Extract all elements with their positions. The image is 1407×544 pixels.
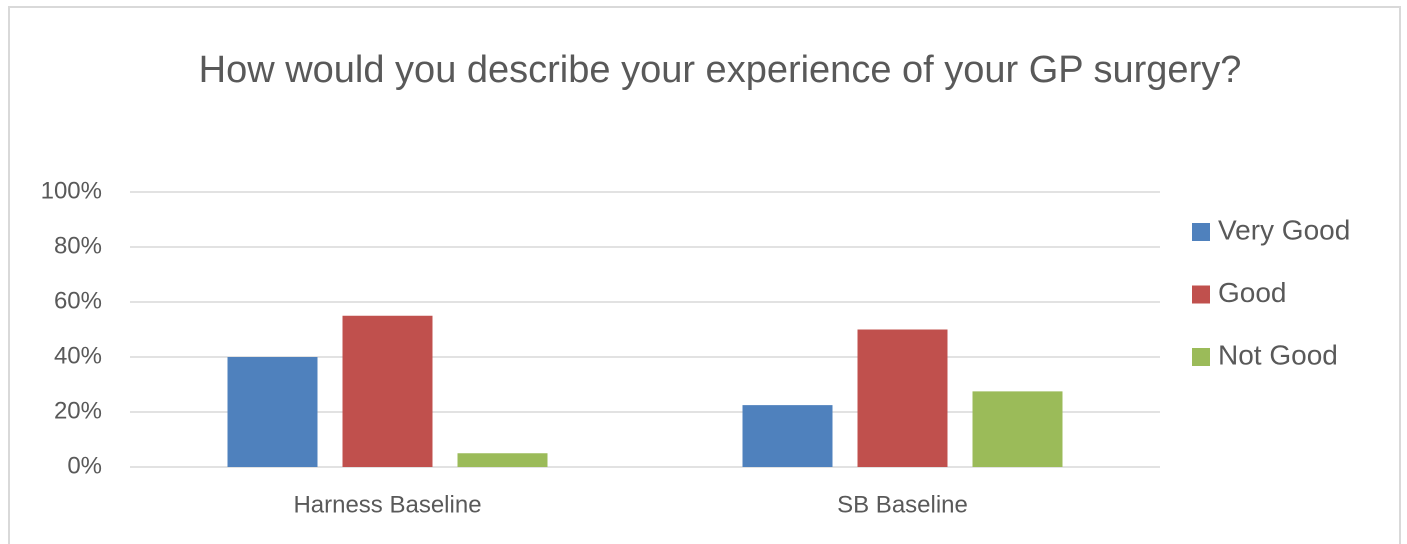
- legend-swatch: [1192, 348, 1210, 366]
- bar: [457, 453, 548, 467]
- bar: [342, 315, 433, 467]
- y-tick-label: 40%: [54, 342, 102, 369]
- y-tick-label: 0%: [67, 452, 102, 479]
- legend-label: Very Good: [1218, 214, 1350, 245]
- bar: [857, 329, 948, 467]
- y-tick-label: 20%: [54, 397, 102, 424]
- bar: [972, 391, 1063, 467]
- y-tick-label: 60%: [54, 287, 102, 314]
- bar: [227, 357, 318, 467]
- x-tick-label: Harness Baseline: [293, 491, 481, 518]
- legend-label: Not Good: [1218, 339, 1338, 370]
- legend-label: Good: [1218, 277, 1287, 308]
- legend-swatch: [1192, 223, 1210, 241]
- x-tick-label: SB Baseline: [837, 491, 968, 518]
- y-tick-label: 80%: [54, 232, 102, 259]
- chart-frame: [8, 6, 1401, 544]
- chart-title: How would you describe your experience o…: [198, 49, 1242, 91]
- bar: [742, 405, 833, 467]
- legend-swatch: [1192, 285, 1210, 304]
- y-tick-label: 100%: [41, 177, 102, 204]
